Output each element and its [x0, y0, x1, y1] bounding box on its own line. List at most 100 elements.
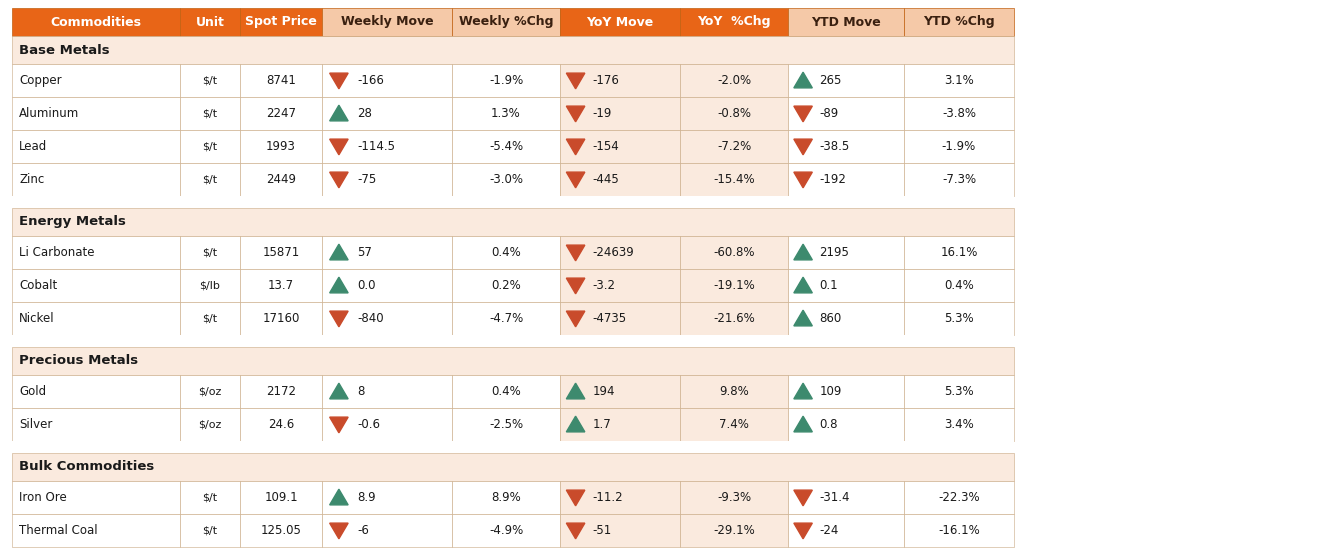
Polygon shape — [330, 277, 349, 293]
Bar — [240, 163, 322, 196]
Bar — [240, 481, 322, 514]
Text: 17160: 17160 — [262, 312, 299, 325]
Text: Precious Metals: Precious Metals — [19, 355, 138, 367]
Polygon shape — [330, 383, 349, 399]
Bar — [180, 163, 240, 196]
Bar — [240, 375, 322, 408]
Text: -2.0%: -2.0% — [717, 74, 751, 87]
Bar — [788, 302, 904, 335]
Polygon shape — [566, 245, 585, 261]
Bar — [560, 163, 680, 196]
Text: -29.1%: -29.1% — [713, 524, 755, 537]
Bar — [322, 163, 452, 196]
Bar — [322, 514, 452, 547]
Text: -11.2: -11.2 — [592, 491, 623, 504]
Bar — [680, 408, 788, 441]
Bar — [452, 269, 560, 302]
Bar — [180, 8, 240, 36]
Text: YTD %Chg: YTD %Chg — [923, 15, 995, 29]
Bar — [180, 375, 240, 408]
Bar — [12, 375, 180, 408]
Bar — [12, 130, 180, 163]
Bar — [322, 481, 452, 514]
Bar — [904, 130, 1014, 163]
Bar — [322, 408, 452, 441]
Bar — [12, 8, 180, 36]
Polygon shape — [330, 73, 349, 89]
Bar — [788, 514, 904, 547]
Bar — [560, 302, 680, 335]
Text: -4.9%: -4.9% — [489, 524, 524, 537]
Bar — [904, 481, 1014, 514]
Bar — [788, 269, 904, 302]
Text: -2.5%: -2.5% — [489, 418, 524, 431]
Text: -5.4%: -5.4% — [489, 140, 524, 153]
Polygon shape — [566, 278, 585, 294]
Text: Cobalt: Cobalt — [19, 279, 57, 292]
Bar — [452, 236, 560, 269]
Bar — [560, 236, 680, 269]
Polygon shape — [566, 106, 585, 122]
Text: $/t: $/t — [203, 492, 218, 503]
Text: -3.0%: -3.0% — [489, 173, 522, 186]
Bar — [560, 64, 680, 97]
Text: -7.2%: -7.2% — [717, 140, 751, 153]
Bar — [240, 8, 322, 36]
Bar — [322, 8, 452, 36]
Polygon shape — [330, 523, 349, 539]
Bar — [452, 163, 560, 196]
Text: 24.6: 24.6 — [269, 418, 294, 431]
Text: 5.3%: 5.3% — [945, 312, 974, 325]
Bar — [12, 97, 180, 130]
Text: -51: -51 — [592, 524, 612, 537]
Bar — [12, 453, 1014, 481]
Bar — [180, 302, 240, 335]
Polygon shape — [794, 139, 812, 155]
Bar — [680, 481, 788, 514]
Text: 8741: 8741 — [266, 74, 297, 87]
Text: -154: -154 — [592, 140, 619, 153]
Bar — [680, 236, 788, 269]
Text: $/t: $/t — [203, 108, 218, 118]
Bar — [560, 269, 680, 302]
Polygon shape — [566, 172, 585, 188]
Bar — [680, 97, 788, 130]
Polygon shape — [794, 416, 812, 432]
Polygon shape — [330, 172, 349, 188]
Bar — [322, 64, 452, 97]
Text: $/t: $/t — [203, 141, 218, 151]
Text: Zinc: Zinc — [19, 173, 44, 186]
Text: -3.8%: -3.8% — [942, 107, 977, 120]
Text: 57: 57 — [357, 246, 371, 259]
Bar — [240, 269, 322, 302]
Bar — [904, 269, 1014, 302]
Polygon shape — [566, 416, 585, 432]
Text: $/lb: $/lb — [199, 280, 220, 290]
Text: Lead: Lead — [19, 140, 47, 153]
Text: 194: 194 — [592, 385, 615, 398]
Text: -7.3%: -7.3% — [942, 173, 977, 186]
Text: 8.9%: 8.9% — [492, 491, 521, 504]
Bar — [240, 408, 322, 441]
Polygon shape — [566, 139, 585, 155]
Bar — [560, 375, 680, 408]
Polygon shape — [794, 310, 812, 326]
Bar — [680, 163, 788, 196]
Bar — [322, 130, 452, 163]
Bar — [452, 97, 560, 130]
Text: Bulk Commodities: Bulk Commodities — [19, 460, 154, 474]
Bar — [680, 375, 788, 408]
Bar — [180, 408, 240, 441]
Text: Silver: Silver — [19, 418, 52, 431]
Bar — [240, 236, 322, 269]
Text: -192: -192 — [819, 173, 846, 186]
Bar — [12, 347, 1014, 375]
Bar — [560, 97, 680, 130]
Bar — [180, 130, 240, 163]
Bar — [904, 514, 1014, 547]
Polygon shape — [330, 139, 349, 155]
Bar — [788, 8, 904, 36]
Text: 28: 28 — [357, 107, 371, 120]
Text: YTD Move: YTD Move — [811, 15, 880, 29]
Text: $/t: $/t — [203, 314, 218, 323]
